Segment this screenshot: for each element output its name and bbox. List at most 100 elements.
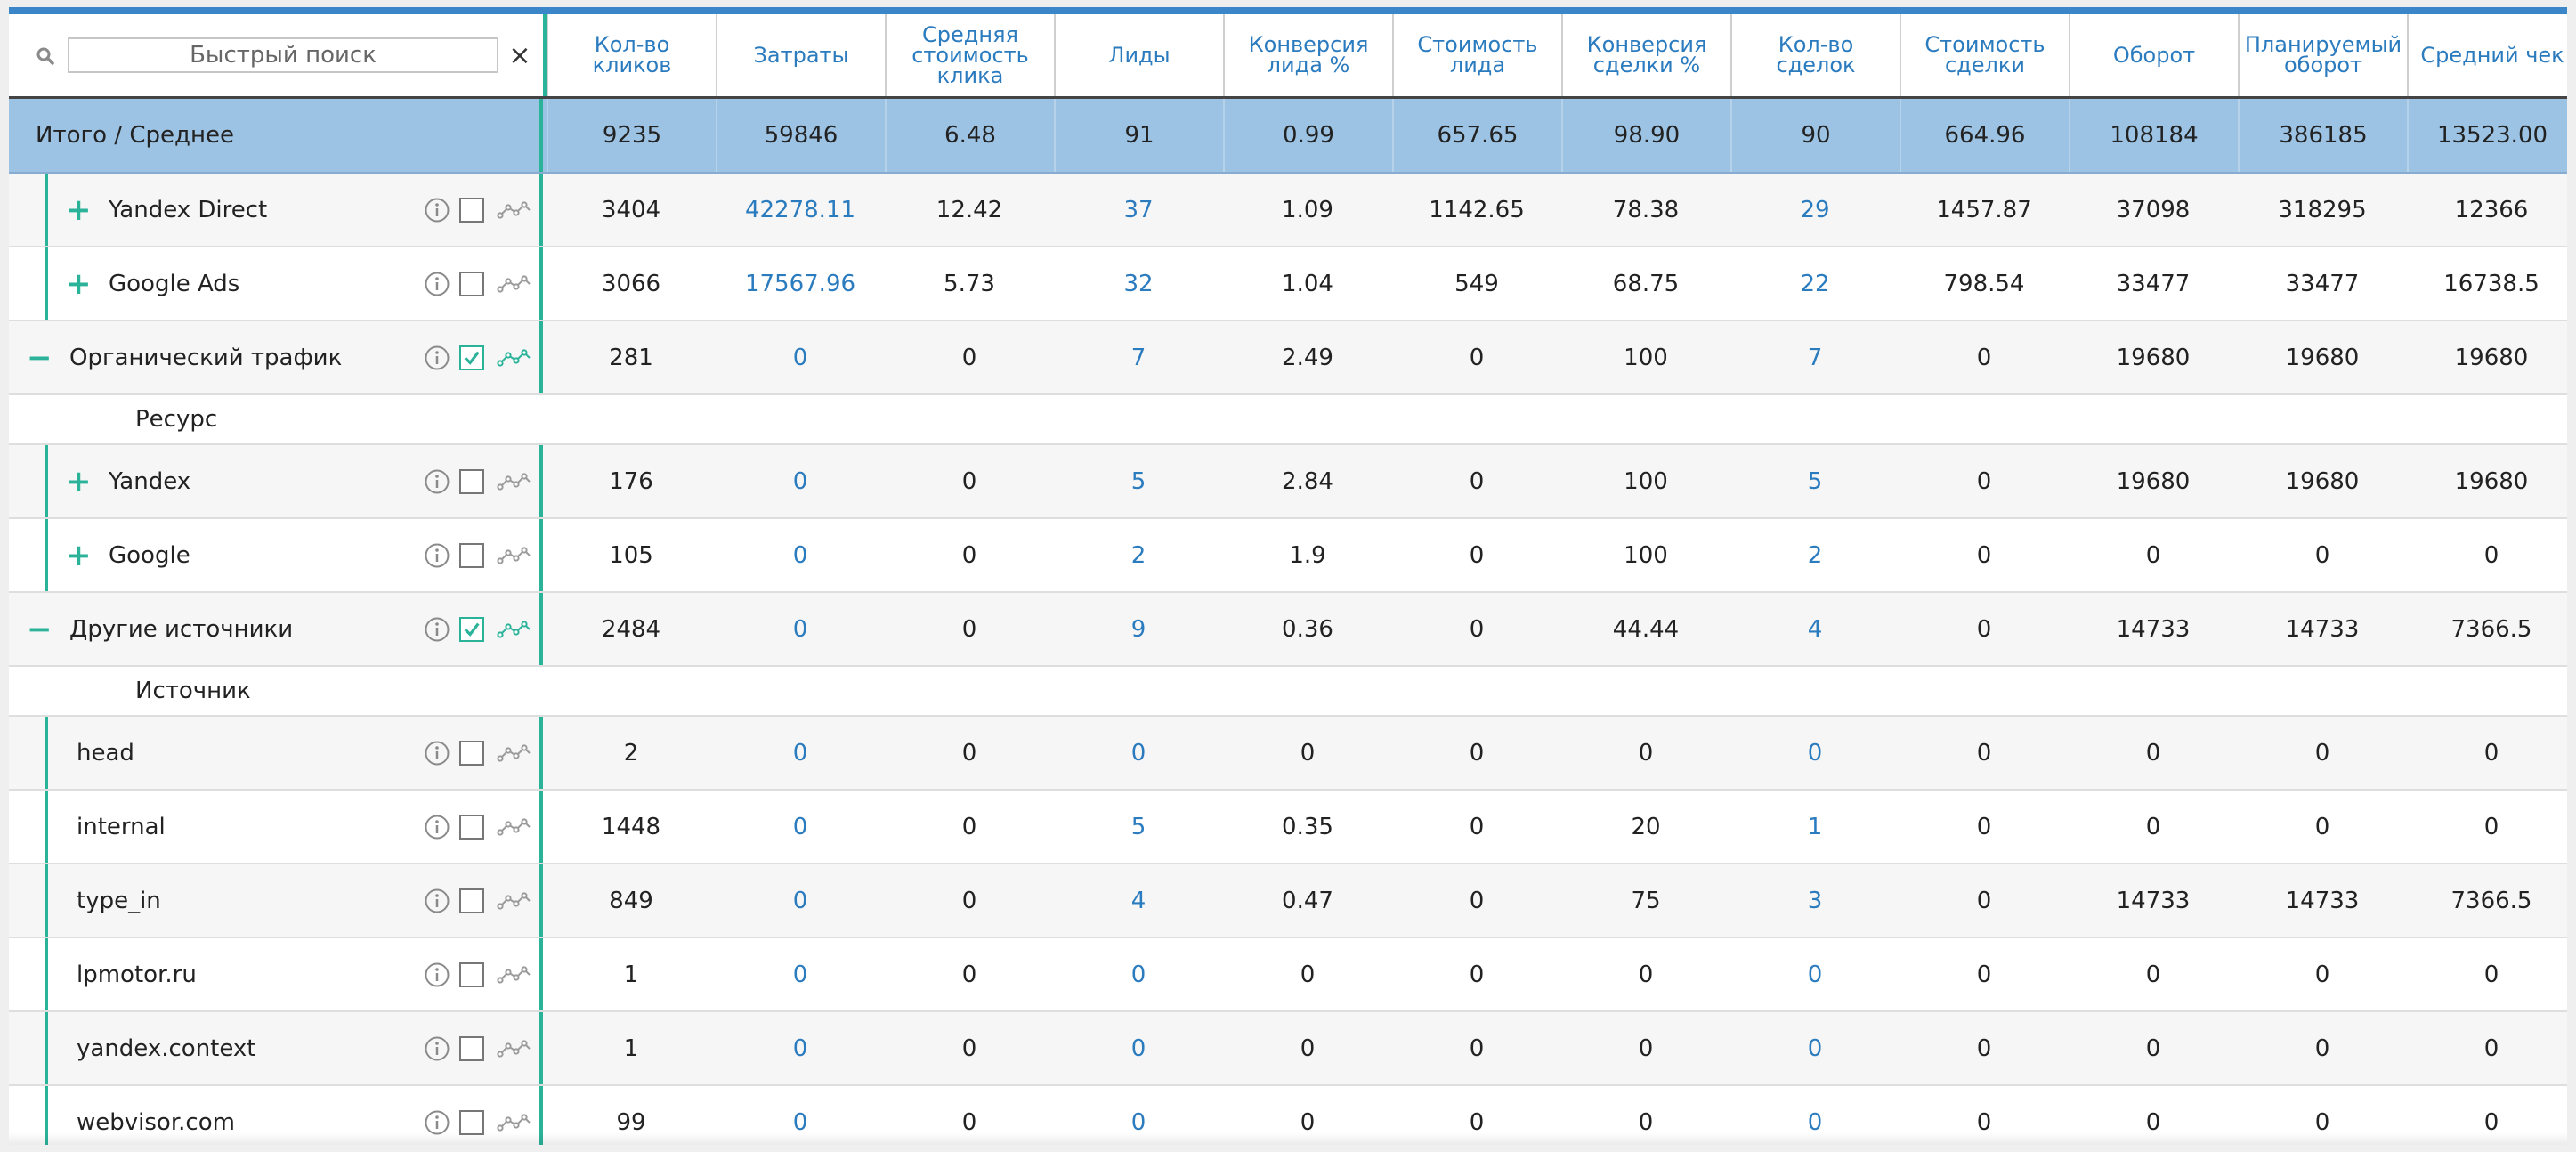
- info-icon[interactable]: [424, 961, 450, 988]
- row-checkbox[interactable]: [459, 271, 484, 296]
- cell-costs[interactable]: 0: [792, 1108, 808, 1136]
- expand-button[interactable]: +: [66, 191, 92, 228]
- info-icon[interactable]: [424, 542, 450, 569]
- cell-deals[interactable]: 29: [1800, 196, 1830, 223]
- table-row[interactable]: − Органический трафик 281 0 0 7 2.49 0 100 7 0 1968…: [9, 321, 2567, 395]
- line-chart-icon[interactable]: [497, 348, 532, 368]
- cell-costs[interactable]: 0: [792, 344, 808, 371]
- table-row[interactable]: type_in 849 0 0 4 0.47 0 75 3 0 14733 14733 7366.5: [9, 864, 2567, 938]
- table-row[interactable]: + Google 105 0 0 2 1.9 0 100 2 0 0 0 0: [9, 519, 2567, 593]
- cell-leads[interactable]: 32: [1123, 270, 1154, 297]
- column-header-clicks[interactable]: Кол-во кликов: [547, 14, 716, 96]
- cell-leads[interactable]: 2: [1130, 541, 1146, 569]
- cell-deals[interactable]: 5: [1807, 467, 1823, 495]
- cell-deals[interactable]: 22: [1800, 270, 1830, 297]
- line-chart-icon[interactable]: [497, 1113, 532, 1132]
- cell-deals[interactable]: 0: [1807, 961, 1823, 988]
- cell-deals[interactable]: 0: [1807, 1108, 1823, 1136]
- cell-deals[interactable]: 0: [1807, 739, 1823, 767]
- cell-leads[interactable]: 0: [1130, 1108, 1146, 1136]
- cell-deals[interactable]: 0: [1807, 1034, 1823, 1062]
- row-checkbox[interactable]: [459, 468, 484, 494]
- info-icon[interactable]: [424, 888, 450, 914]
- table-row[interactable]: − Другие источники 2484 0 0 9 0.36 0 44.44 4 0 1473…: [9, 593, 2567, 667]
- cell-leads[interactable]: 9: [1130, 615, 1146, 643]
- line-chart-icon[interactable]: [497, 743, 532, 763]
- row-checkbox[interactable]: [459, 345, 484, 370]
- row-checkbox[interactable]: [459, 961, 484, 987]
- row-checkbox[interactable]: [459, 1035, 484, 1061]
- cell-costs[interactable]: 0: [792, 1034, 808, 1062]
- cell-leads[interactable]: 5: [1130, 813, 1146, 840]
- info-icon[interactable]: [424, 740, 450, 767]
- cell-costs[interactable]: 0: [792, 887, 808, 914]
- column-header-deals[interactable]: Кол-во сделок: [1730, 14, 1900, 96]
- row-checkbox[interactable]: [459, 888, 484, 913]
- cell-costs[interactable]: 0: [792, 615, 808, 643]
- line-chart-icon[interactable]: [497, 472, 532, 491]
- cell-costs[interactable]: 42278.11: [744, 196, 856, 223]
- cell-leads[interactable]: 4: [1130, 887, 1146, 914]
- cell-leads[interactable]: 0: [1130, 1034, 1146, 1062]
- column-header-avg-check[interactable]: Средний чек: [2407, 14, 2567, 96]
- line-chart-icon[interactable]: [497, 891, 532, 911]
- row-checkbox[interactable]: [459, 1109, 484, 1135]
- cell-costs[interactable]: 0: [792, 467, 808, 495]
- info-icon[interactable]: [424, 1035, 450, 1062]
- info-icon[interactable]: [424, 468, 450, 495]
- row-checkbox[interactable]: [459, 814, 484, 840]
- cell-deals[interactable]: 2: [1807, 541, 1823, 569]
- info-icon[interactable]: [424, 271, 450, 297]
- column-header-turnover[interactable]: Оборот: [2069, 14, 2238, 96]
- collapse-button[interactable]: −: [27, 611, 53, 647]
- table-row[interactable]: + Yandex Direct 3404 42278.11 12.42 37 1.09 114…: [9, 174, 2567, 247]
- cell-leads[interactable]: 37: [1123, 196, 1154, 223]
- info-icon[interactable]: [424, 616, 450, 643]
- cell-costs[interactable]: 0: [792, 813, 808, 840]
- clear-search-button[interactable]: ×: [508, 39, 531, 71]
- row-checkbox[interactable]: [459, 740, 484, 766]
- cell-costs[interactable]: 0: [792, 739, 808, 767]
- cell-leads[interactable]: 0: [1130, 739, 1146, 767]
- expand-button[interactable]: +: [66, 463, 92, 499]
- table-row[interactable]: internal 1448 0 0 5 0.35 0 20 1 0 0 0 0: [9, 791, 2567, 864]
- cell-deals[interactable]: 4: [1807, 615, 1823, 643]
- info-icon[interactable]: [424, 197, 450, 223]
- line-chart-icon[interactable]: [497, 546, 532, 565]
- info-icon[interactable]: [424, 1109, 450, 1136]
- column-header-deal-cost[interactable]: Стоимость сделки: [1900, 14, 2069, 96]
- row-checkbox[interactable]: [459, 542, 484, 568]
- line-chart-icon[interactable]: [497, 1039, 532, 1059]
- column-header-leads[interactable]: Лиды: [1054, 14, 1223, 96]
- cell-costs[interactable]: 0: [792, 961, 808, 988]
- cell-costs[interactable]: 17567.96: [744, 270, 856, 297]
- table-row[interactable]: yandex.context 1 0 0 0 0 0 0 0 0 0 0 0: [9, 1012, 2567, 1086]
- line-chart-icon[interactable]: [497, 620, 532, 639]
- expand-button[interactable]: +: [66, 537, 92, 573]
- table-row[interactable]: + Yandex 176 0 0 5 2.84 0 100 5 0 19680 19680 19680: [9, 445, 2567, 519]
- column-header-lead-cost[interactable]: Стоимость лида: [1392, 14, 1561, 96]
- column-header-lead-conversion[interactable]: Конверсия лида %: [1223, 14, 1392, 96]
- row-checkbox[interactable]: [459, 616, 484, 642]
- expand-button[interactable]: +: [66, 265, 92, 302]
- info-icon[interactable]: [424, 345, 450, 371]
- info-icon[interactable]: [424, 814, 450, 840]
- cell-costs[interactable]: 0: [792, 541, 808, 569]
- line-chart-icon[interactable]: [497, 274, 532, 294]
- column-header-deal-conversion[interactable]: Конверсия сделки %: [1561, 14, 1730, 96]
- line-chart-icon[interactable]: [497, 817, 532, 837]
- table-row[interactable]: webvisor.com 99 0 0 0 0 0 0 0 0 0 0 0: [9, 1086, 2567, 1145]
- table-row[interactable]: + Google Ads 3066 17567.96 5.73 32 1.04 549 68.7…: [9, 247, 2567, 321]
- line-chart-icon[interactable]: [497, 965, 532, 985]
- column-header-planned-turnover[interactable]: Планируемый оборот: [2238, 14, 2407, 96]
- cell-deals[interactable]: 3: [1807, 887, 1823, 914]
- cell-deals[interactable]: 7: [1807, 344, 1823, 371]
- cell-leads[interactable]: 7: [1130, 344, 1146, 371]
- line-chart-icon[interactable]: [497, 200, 532, 220]
- column-header-avg-click-cost[interactable]: Средняя стоимость клика: [885, 14, 1054, 96]
- column-header-costs[interactable]: Затраты: [716, 14, 885, 96]
- table-row[interactable]: lpmotor.ru 1 0 0 0 0 0 0 0 0 0 0 0: [9, 938, 2567, 1012]
- row-checkbox[interactable]: [459, 197, 484, 223]
- cell-leads[interactable]: 5: [1130, 467, 1146, 495]
- table-row[interactable]: head 2 0 0 0 0 0 0 0 0 0 0 0: [9, 717, 2567, 791]
